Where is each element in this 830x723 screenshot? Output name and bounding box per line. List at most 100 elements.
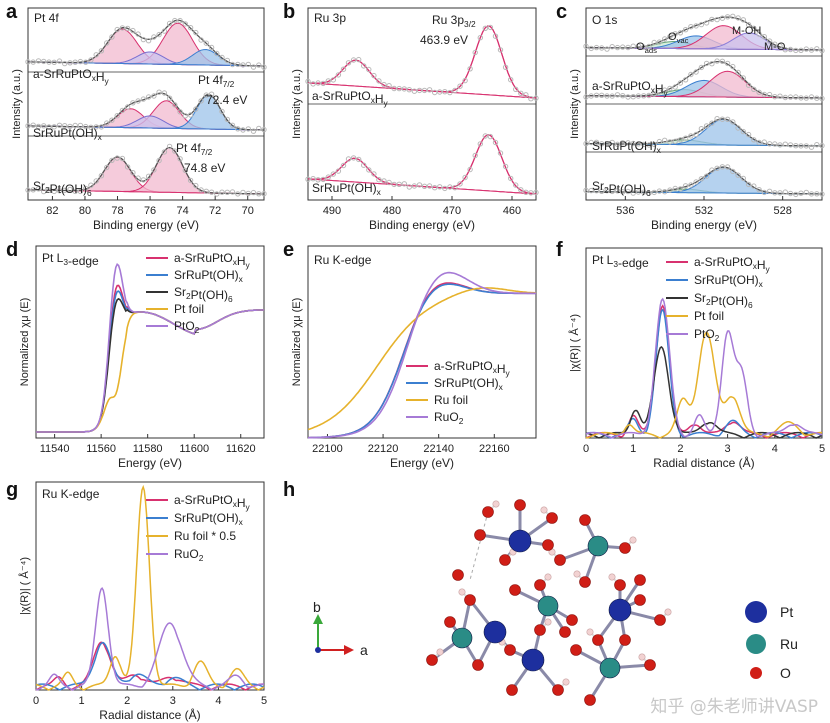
spectrum-label: SrRuPt(OH)x [33, 126, 103, 142]
atom-legend-label: Pt [780, 604, 793, 620]
annotation: Ru 3p3/2 [432, 13, 476, 29]
xas-line [308, 283, 536, 439]
data-point [124, 25, 131, 32]
data-point [35, 123, 42, 130]
data-point [588, 139, 594, 146]
data-point [523, 189, 529, 196]
chart-title: Pt L3-edge [42, 251, 99, 268]
data-point [740, 75, 746, 81]
data-point [421, 87, 428, 94]
ru-atom [587, 535, 609, 557]
data-point [83, 185, 89, 192]
data-point [30, 187, 36, 193]
annotation-value: 463.9 eV [420, 33, 468, 47]
data-point [724, 164, 731, 170]
axis-b-label: b [313, 599, 321, 615]
data-point [166, 95, 173, 101]
data-point [219, 189, 225, 195]
data-point [256, 62, 262, 68]
data-point [310, 176, 316, 182]
data-point [177, 109, 183, 115]
o-atom [444, 616, 456, 628]
legend-label: a-SrRuPtOxHy [174, 493, 251, 512]
data-point [340, 162, 347, 169]
data-point [208, 91, 215, 97]
data-point [416, 182, 423, 188]
data-point [371, 171, 377, 177]
spectrum-label: SrRuPt(OH)x [312, 181, 382, 197]
data-point [320, 176, 326, 183]
data-point [462, 77, 468, 84]
data-point [250, 64, 257, 70]
x-tick-label: 11600 [179, 443, 209, 455]
data-point [198, 187, 204, 193]
data-point [77, 58, 84, 65]
o-atom [472, 659, 484, 671]
legend-label: Ru foil [434, 393, 468, 407]
data-point [803, 95, 809, 101]
data-point [641, 93, 647, 99]
data-point [452, 185, 458, 191]
x-tick-label: 460 [503, 205, 521, 217]
data-point [508, 175, 514, 182]
data-point [345, 156, 352, 162]
data-point [599, 92, 605, 99]
data-point [814, 142, 820, 148]
data-point [793, 47, 799, 54]
data-point [735, 172, 741, 178]
data-point [203, 188, 210, 195]
data-point [635, 189, 642, 195]
data-point [482, 25, 488, 31]
xas-line [36, 284, 264, 433]
data-point [609, 93, 615, 99]
data-point [751, 25, 757, 31]
data-point [130, 170, 136, 176]
x-tick-label: 4 [215, 695, 221, 707]
data-point [751, 183, 757, 189]
data-point [135, 175, 141, 181]
data-point [724, 116, 731, 123]
data-point [432, 89, 438, 96]
data-point [114, 26, 120, 33]
data-point [630, 190, 636, 196]
data-point [214, 191, 220, 197]
data-point [67, 60, 73, 66]
data-point [376, 78, 382, 84]
data-point [730, 13, 736, 19]
data-point [714, 165, 720, 172]
data-point [114, 113, 120, 119]
legend-label: RuO2 [174, 547, 204, 563]
x-axis-label: Radial distance (Å) [99, 707, 200, 722]
data-point [672, 31, 678, 37]
data-point [688, 182, 694, 188]
panel-label-f: f [556, 239, 563, 261]
data-point [688, 133, 694, 139]
ru-atom [537, 595, 559, 617]
data-point [350, 57, 357, 63]
data-point [330, 171, 336, 177]
data-point [135, 31, 141, 37]
data-point [814, 95, 820, 101]
y-axis-label: Normalized χμ (E) [19, 298, 31, 387]
data-point [250, 189, 257, 196]
data-point [208, 44, 215, 51]
data-point [83, 59, 89, 65]
data-point [356, 156, 362, 163]
x-tick-label: 5 [819, 443, 825, 455]
data-point [766, 38, 773, 44]
data-point [315, 80, 321, 86]
data-point [714, 58, 720, 64]
data-point [487, 24, 494, 31]
data-point [381, 178, 387, 184]
chart-b: 490 480 470 460 Binding energy (eV) Intensity… [291, 7, 539, 232]
data-point [193, 106, 199, 112]
data-point [808, 94, 815, 100]
legend-label: PtO2 [694, 327, 720, 343]
x-tick-label: 2 [677, 443, 683, 455]
data-point [677, 80, 684, 86]
data-point [406, 87, 412, 93]
atom-legend-pt [745, 601, 767, 623]
legend-label: Pt foil [174, 302, 204, 316]
data-point [625, 140, 631, 146]
